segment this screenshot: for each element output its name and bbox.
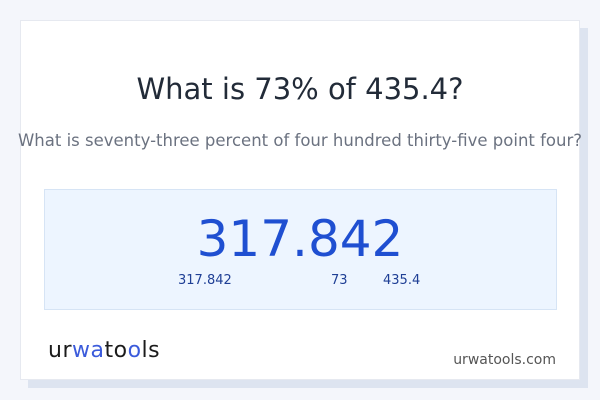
result-box <box>44 189 557 310</box>
urwatools-logo[interactable]: urwatools <box>48 338 160 363</box>
page-title: What is 73% of 435.4? <box>136 72 464 106</box>
site-url: urwatools.com <box>453 352 556 368</box>
logo-part: ur <box>48 338 72 363</box>
breakdown-base: 435.4 <box>383 273 421 288</box>
page-subtitle: What is seventy-three percent of four hu… <box>17 131 583 150</box>
result-value: 317.842 <box>196 210 404 268</box>
breakdown-result: 317.842 <box>178 273 232 288</box>
logo-part: wa <box>72 338 105 363</box>
logo-part: o <box>127 338 142 363</box>
logo-part: to <box>104 338 128 363</box>
logo-part: ls <box>141 338 161 363</box>
breakdown-percent: 73 <box>331 273 348 288</box>
